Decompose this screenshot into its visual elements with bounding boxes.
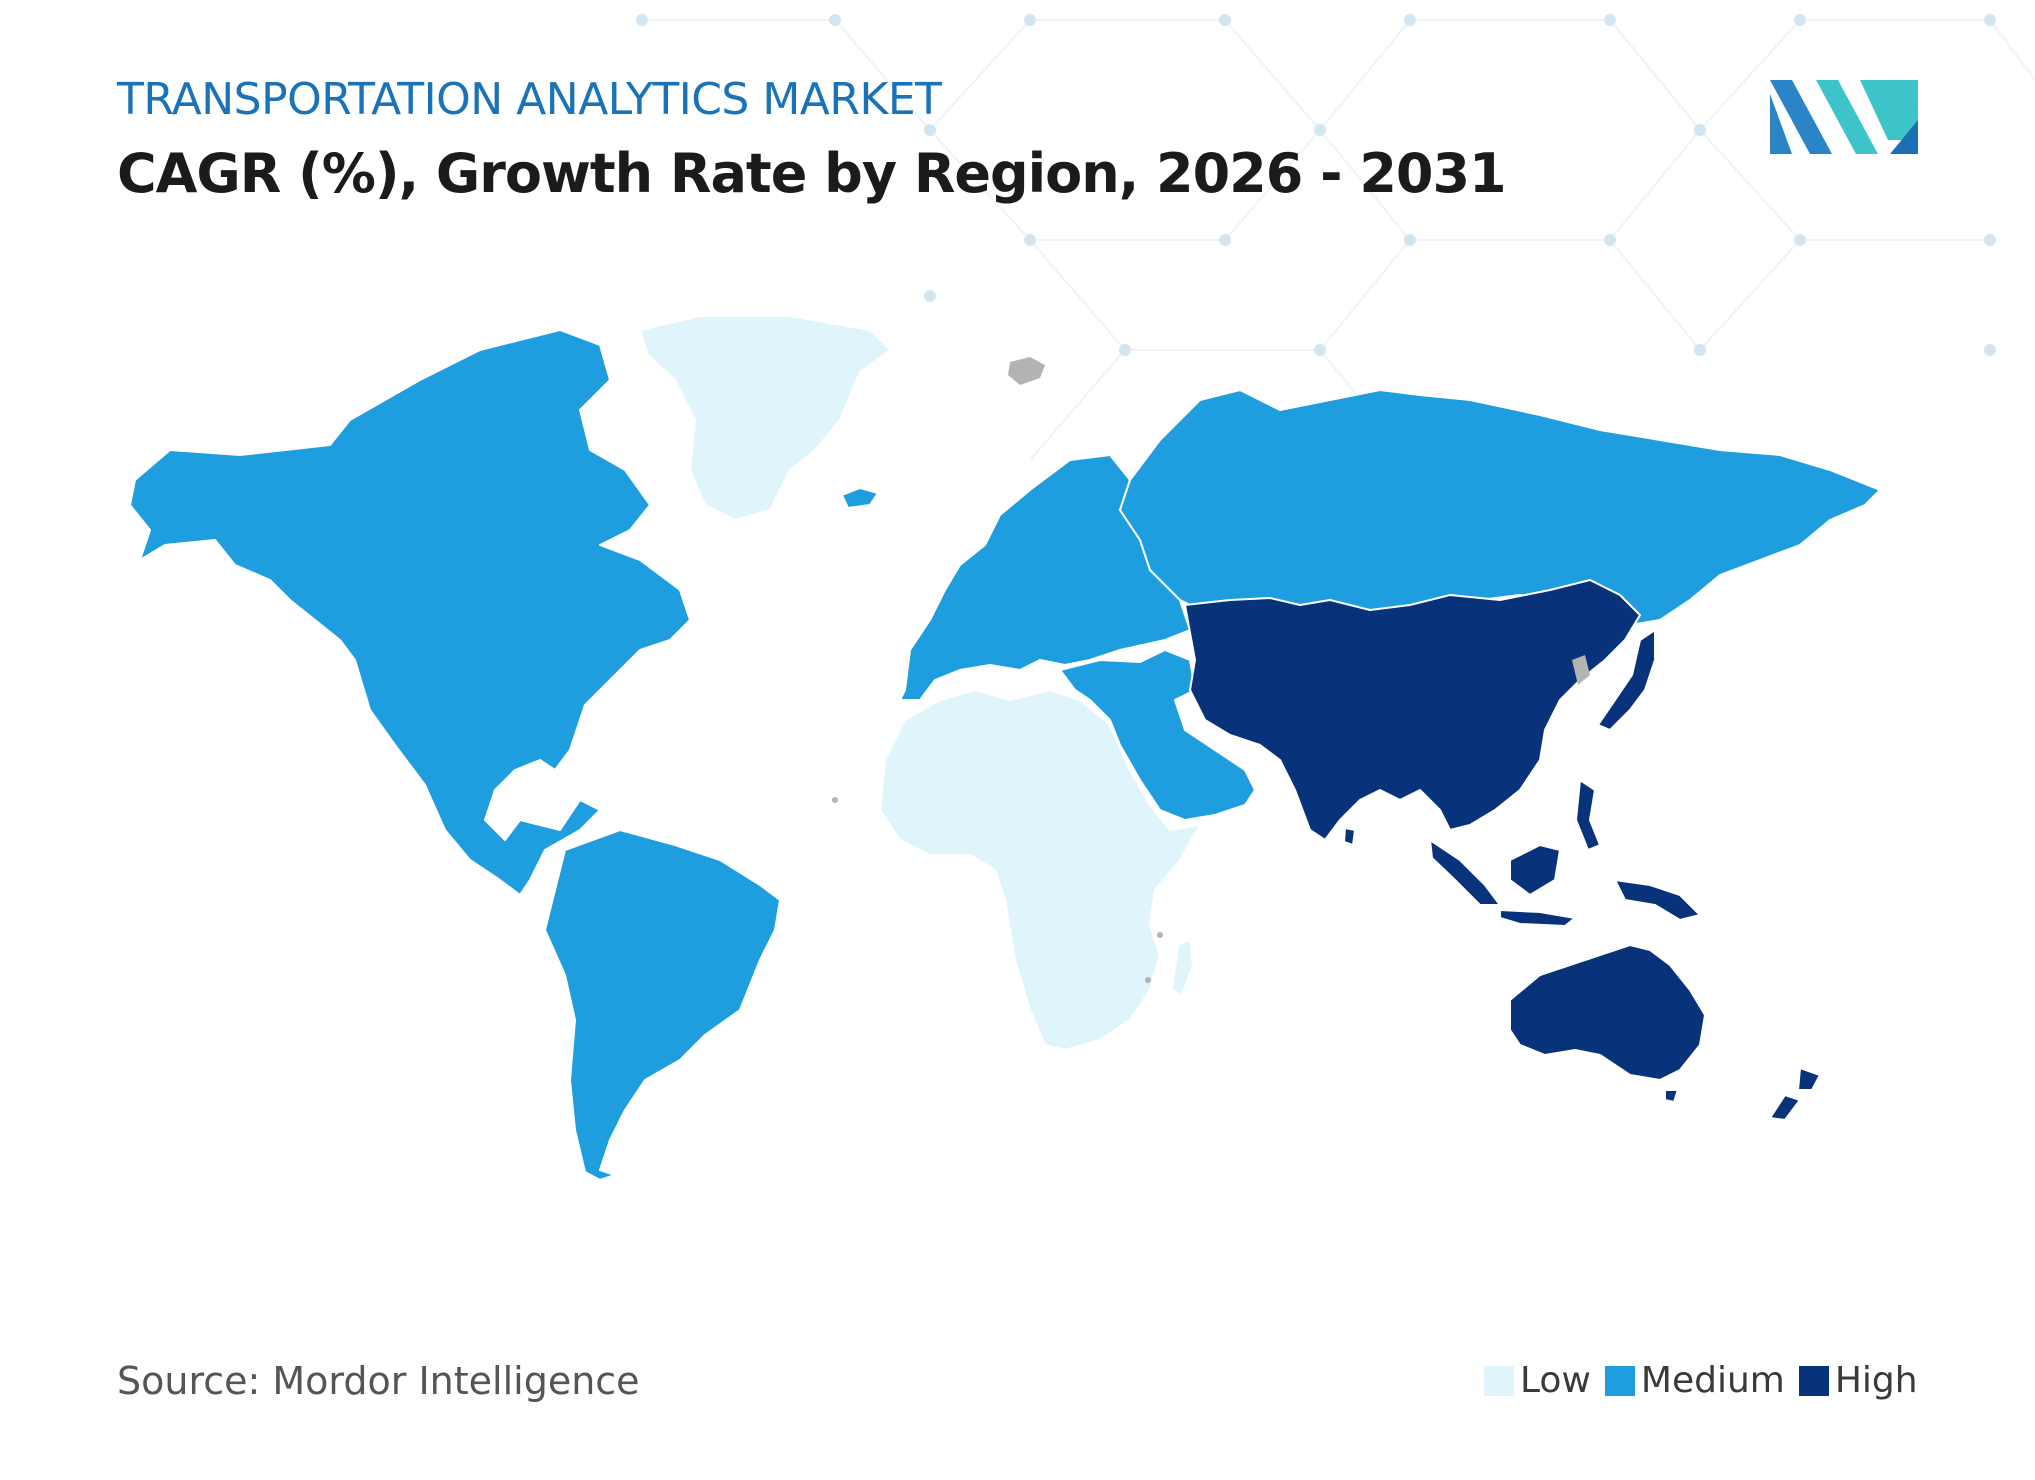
no-data-dot <box>1157 932 1163 938</box>
region-greenland <box>639 315 891 521</box>
region-africa <box>879 689 1201 1051</box>
legend-label-medium: Medium <box>1640 1360 1785 1401</box>
region-south-america <box>544 829 781 1181</box>
region-tasmania <box>1664 1089 1679 1103</box>
legend-swatch-low <box>1484 1365 1514 1396</box>
legend-label-low: Low <box>1520 1360 1591 1401</box>
region-sumatra <box>1429 839 1501 906</box>
chart-kicker: TRANSPORTATION ANALYTICS MARKET <box>117 74 942 125</box>
region-north-america <box>129 329 691 896</box>
no-data-dot <box>1145 977 1151 983</box>
region-sri-lanka <box>1343 827 1356 846</box>
region-australia <box>1509 944 1706 1081</box>
legend: Low Medium High <box>1484 1360 1918 1401</box>
region-java <box>1499 909 1576 927</box>
source-note: Source: Mordor Intelligence <box>117 1359 640 1403</box>
legend-item-medium: Medium <box>1604 1360 1785 1401</box>
region-new-guinea <box>1614 879 1701 921</box>
region-middle-east <box>1059 649 1256 821</box>
region-asia-pacific <box>1184 579 1641 841</box>
region-borneo <box>1509 844 1561 896</box>
no-data-dot <box>832 797 838 803</box>
region-madagascar <box>1171 939 1194 996</box>
chart-title: CAGR (%), Growth Rate by Region, 2026 - … <box>117 142 1507 205</box>
region-new-zealand <box>1769 1067 1821 1121</box>
region-japan <box>1597 629 1656 731</box>
region-iceland <box>841 487 879 509</box>
legend-label-high: High <box>1834 1360 1918 1401</box>
region-philippines <box>1575 779 1601 851</box>
region-korea-no-data <box>1572 655 1590 685</box>
region-svalbard <box>1008 357 1045 385</box>
legend-item-low: Low <box>1484 1360 1591 1401</box>
region-russia <box>1119 389 1881 626</box>
legend-swatch-medium <box>1604 1365 1635 1396</box>
mordor-intelligence-logo <box>1770 80 1918 154</box>
legend-swatch-high <box>1798 1365 1829 1396</box>
legend-item-high: High <box>1798 1360 1918 1401</box>
